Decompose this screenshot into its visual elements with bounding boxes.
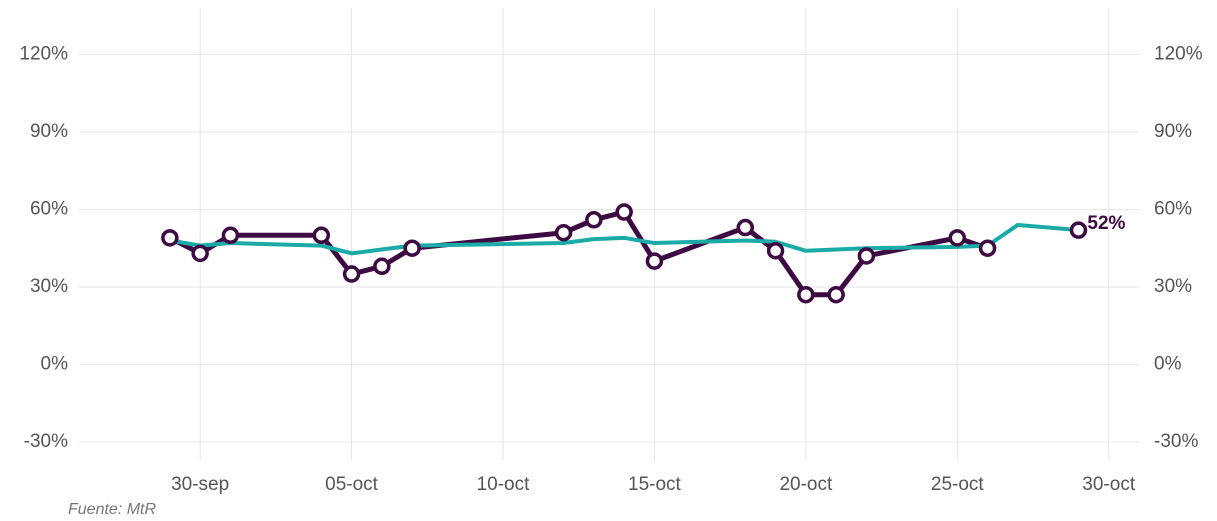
source: Fuente: MtR [68, 501, 156, 518]
point [342, 265, 361, 283]
x-tick-label: 05-oct [325, 474, 379, 495]
point [827, 285, 845, 304]
y2-tick-label: 30% [1154, 276, 1192, 297]
y2-tick-label: 0% [1154, 353, 1182, 374]
x-tick-label: 30-sep [171, 474, 229, 495]
y2-tick-label: 120% [1154, 44, 1203, 65]
point [403, 239, 421, 257]
y-tick-label: 120% [19, 44, 68, 65]
point [312, 226, 331, 245]
point [554, 223, 573, 242]
series-line [170, 212, 1079, 295]
x-tick-label: 20-oct [779, 474, 833, 495]
point [857, 247, 876, 265]
x-tick-label: 30-oct [1082, 474, 1136, 495]
y-tick-label: 0% [41, 353, 69, 374]
value-label: 52% [1087, 213, 1125, 234]
y-tick-label: -30% [24, 431, 68, 452]
point [373, 257, 391, 276]
point [1069, 221, 1088, 239]
point [766, 242, 785, 260]
series-line [169, 222, 1079, 256]
y-tick-label: 60% [30, 198, 68, 219]
point [221, 226, 240, 245]
y2-tick-label: 60% [1154, 198, 1192, 219]
x-tick-label: 15-oct [628, 474, 682, 495]
x-tick-label: 25-oct [931, 474, 985, 495]
point [615, 203, 633, 221]
x-tick-label: 10-oct [477, 474, 531, 495]
y-tick-label: 30% [30, 276, 68, 297]
point [797, 285, 815, 304]
point [736, 218, 755, 237]
point [645, 252, 664, 270]
y-tick-label: 90% [30, 121, 68, 142]
point [191, 244, 209, 263]
point [585, 211, 603, 229]
point [948, 229, 967, 247]
y2-tick-label: 90% [1154, 121, 1192, 142]
point [161, 229, 179, 247]
point [978, 239, 997, 257]
y2-tick-label: -30% [1154, 431, 1198, 452]
